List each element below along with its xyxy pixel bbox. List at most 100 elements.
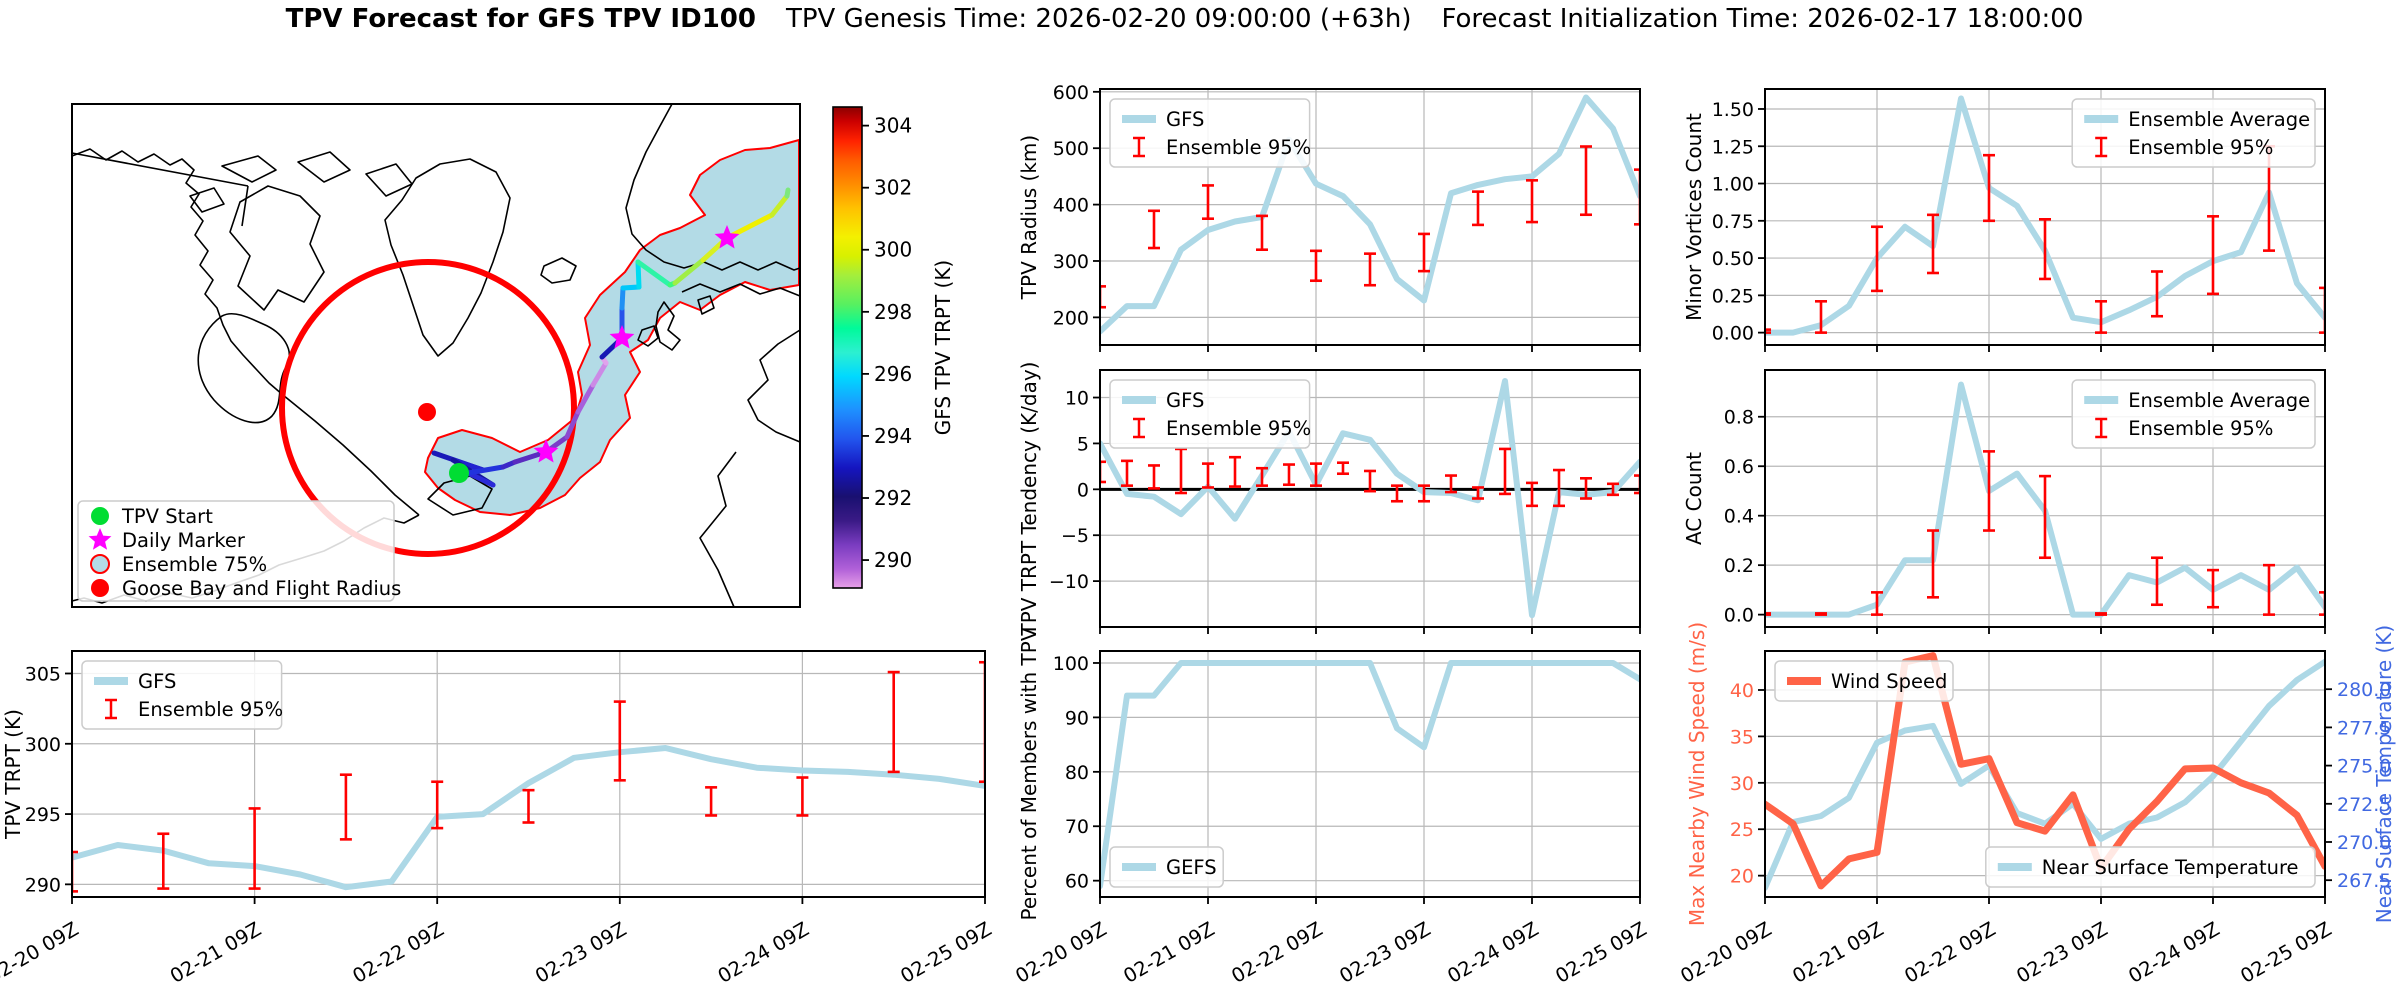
- axes-frame: [1764, 650, 2326, 898]
- y-tick-label: 30: [1730, 773, 1754, 795]
- y-axis-label: Percent of Members with TPV: [1017, 627, 1041, 920]
- coastline: [197, 312, 291, 424]
- y-tick-label: 70: [1065, 816, 1089, 838]
- y-tick-label: 1.25: [1712, 136, 1754, 158]
- map-legend-label: Goose Bay and Flight Radius: [122, 577, 401, 600]
- coastline: [241, 185, 249, 227]
- legend-label: Near Surface Temperature: [2042, 856, 2299, 879]
- coastline: [697, 295, 715, 315]
- coastline: [221, 155, 277, 183]
- legend-frame: [2071, 98, 2316, 168]
- y-tick-label: 35: [1730, 726, 1754, 748]
- y-tick-label: 300: [1053, 251, 1089, 273]
- coastline: [71, 152, 249, 187]
- y-axis-label: AC Count: [1682, 452, 1706, 545]
- y-tick-label: −10: [1049, 571, 1089, 593]
- colorbar-tick-label: 294: [874, 424, 912, 448]
- legend-top-left: GFS Ensemble 95%: [81, 660, 283, 730]
- y-tick-label: 5: [1077, 433, 1089, 455]
- coastline: [365, 163, 413, 197]
- legend-top-left: Wind Speed: [1774, 660, 1954, 702]
- right-y-tick-label: 275.0: [2337, 756, 2391, 778]
- y-tick-label: 500: [1053, 138, 1089, 160]
- axes-frame: [71, 650, 986, 898]
- y-tick-label: 200: [1053, 307, 1089, 329]
- y-tick-label: 1.50: [1712, 99, 1754, 121]
- chart-radius: 200 300 400 500 600 TPV Radius (km) GFS Ensembl…: [1017, 82, 1641, 352]
- chart-minor: 0.00 0.25 0.50 0.75 1.00 1.25 1.50 Minor Vortic…: [1682, 88, 2326, 352]
- figure-title: TPV Forecast for GFS TPV ID100 TPV Genesi…: [0, 4, 2399, 34]
- ensemble-95-errorbars: [1765, 450, 2325, 616]
- legend-label: Ensemble 95%: [2128, 136, 2273, 159]
- y-tick-label: 0.75: [1712, 211, 1754, 233]
- legend-frame: [1109, 379, 1311, 449]
- series-near-surface-temperature: [1765, 658, 2325, 891]
- goose-bay-dot: [418, 403, 436, 421]
- legend-label: Ensemble 95%: [1166, 417, 1311, 440]
- daily-marker-star: [714, 225, 740, 249]
- x-tick-label: 02-22 09Z: [349, 917, 448, 982]
- y-axis-label: TPV TRPT (K): [1, 709, 25, 840]
- tpv-start-dot: [449, 463, 469, 483]
- x-tick-label: 02-21 09Z: [1788, 917, 1887, 982]
- legend-label: Ensemble 95%: [1166, 136, 1311, 159]
- legend-label: Wind Speed: [1831, 670, 1947, 693]
- series-gfs: [1100, 94, 1640, 335]
- y-tick-label: 0.4: [1724, 506, 1754, 528]
- coastline: [699, 451, 737, 608]
- y-tick-label: 1.00: [1712, 174, 1754, 196]
- legend-label: Ensemble Average: [2128, 389, 2310, 412]
- legend-frame: [81, 660, 283, 730]
- x-tick-label: 02-25 09Z: [896, 917, 995, 982]
- legend-label: GFS: [1166, 108, 1204, 131]
- right-y-tick-label: 272.5: [2337, 794, 2391, 816]
- legend-bottom-left: GEFS: [1109, 846, 1224, 888]
- colorbar-tick-label: 292: [874, 486, 912, 510]
- x-tick-label: 02-22 09Z: [1900, 917, 1999, 982]
- y-tick-label: 0.00: [1712, 323, 1754, 345]
- x-tick-label: 02-23 09Z: [2012, 917, 2111, 982]
- coastline: [625, 103, 801, 271]
- x-tick-label: 02-24 09Z: [714, 917, 813, 982]
- colorbar-tick-label: 302: [874, 176, 912, 200]
- axes-frame: [1099, 650, 1641, 898]
- coastline: [681, 283, 801, 297]
- coastline: [747, 329, 801, 443]
- colorbar-tick-label: 290: [874, 548, 912, 572]
- x-tick-label: 02-25 09Z: [1551, 917, 1650, 982]
- legend-frame: [1985, 846, 2316, 888]
- legend-frame: [1774, 660, 1954, 702]
- legend-top-left: GFS Ensemble 95%: [1109, 98, 1311, 168]
- coastline: [384, 158, 511, 357]
- y-tick-label: −5: [1061, 525, 1089, 547]
- colorbar-tick-label: 296: [874, 362, 912, 386]
- y-tick-label: 305: [25, 663, 61, 685]
- y-axis-label: TPV TRPT Tendency (K/day): [1017, 362, 1041, 637]
- colorbar-label: GFS TPV TRPT (K): [931, 260, 955, 436]
- y-tick-label: 0: [1077, 479, 1089, 501]
- colorbar-gradient: [832, 106, 863, 589]
- y-tick-label: 20: [1730, 866, 1754, 888]
- y-tick-label: 100: [1053, 653, 1089, 675]
- y-tick-label: 290: [25, 874, 61, 896]
- ensemble-95-errorbars: [1765, 144, 2325, 334]
- right-y-tick-label: 280.0: [2337, 679, 2391, 701]
- x-tick-label: 02-23 09Z: [531, 917, 630, 982]
- axes-frame: [1764, 88, 2326, 346]
- map-legend-label: Ensemble 75%: [122, 553, 267, 576]
- coastline: [189, 187, 225, 213]
- map-legend-label: Daily Marker: [122, 529, 246, 552]
- axes-frame: [1099, 369, 1641, 628]
- coastline: [427, 475, 493, 516]
- legend-marker: [90, 554, 110, 574]
- y-tick-label: 10: [1065, 388, 1089, 410]
- series-gfs: [72, 745, 985, 891]
- x-tick-label: 02-21 09Z: [166, 917, 265, 982]
- y-tick-label: 0.0: [1724, 605, 1754, 627]
- daily-marker-star: [533, 439, 559, 463]
- y-tick-label: 300: [25, 734, 61, 756]
- y-tick-label: 0.2: [1724, 555, 1754, 577]
- coastline: [229, 185, 325, 311]
